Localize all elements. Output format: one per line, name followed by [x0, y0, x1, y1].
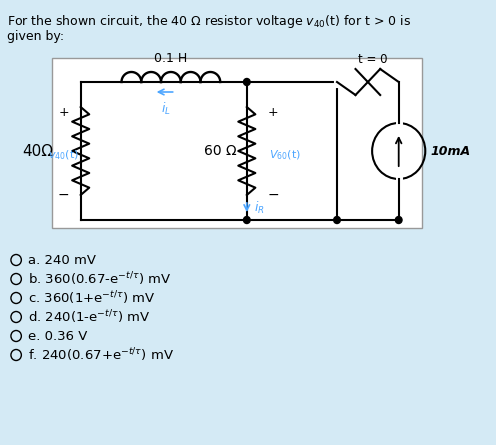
Text: 60 Ω: 60 Ω [204, 144, 237, 158]
Text: +: + [59, 105, 69, 118]
Circle shape [334, 217, 340, 223]
Text: For the shown circuit, the 40 Ω resistor voltage $v_{40}$(t) for t > 0 is: For the shown circuit, the 40 Ω resistor… [6, 13, 411, 30]
Text: c. 360(1+e$^{-t/\tau}$) mV: c. 360(1+e$^{-t/\tau}$) mV [28, 289, 156, 307]
Text: a. 240 mV: a. 240 mV [28, 254, 97, 267]
Text: t = 0: t = 0 [358, 53, 387, 66]
Text: f. 240(0.67+e$^{-t/\tau}$) mV: f. 240(0.67+e$^{-t/\tau}$) mV [28, 346, 175, 364]
Text: e. 0.36 V: e. 0.36 V [28, 329, 88, 343]
Text: b. 360(0.67-e$^{-t/\tau}$) mV: b. 360(0.67-e$^{-t/\tau}$) mV [28, 270, 172, 288]
Text: $i_L$: $i_L$ [161, 101, 171, 117]
Text: d. 240(1-e$^{-t/\tau}$) mV: d. 240(1-e$^{-t/\tau}$) mV [28, 308, 151, 326]
Text: given by:: given by: [6, 30, 64, 43]
Circle shape [395, 217, 402, 223]
Text: −: − [58, 188, 69, 202]
Text: 0.1 H: 0.1 H [154, 52, 187, 65]
Circle shape [244, 217, 250, 223]
Text: +: + [268, 105, 279, 118]
FancyBboxPatch shape [52, 58, 423, 228]
Text: $i_R$: $i_R$ [254, 200, 265, 216]
Text: 10mA: 10mA [430, 145, 470, 158]
Text: $v_{40}$(t): $v_{40}$(t) [48, 148, 79, 162]
Circle shape [244, 78, 250, 85]
Text: −: − [267, 188, 279, 202]
Text: 40Ω: 40Ω [22, 143, 54, 158]
Text: $V_{60}$(t): $V_{60}$(t) [269, 148, 301, 162]
